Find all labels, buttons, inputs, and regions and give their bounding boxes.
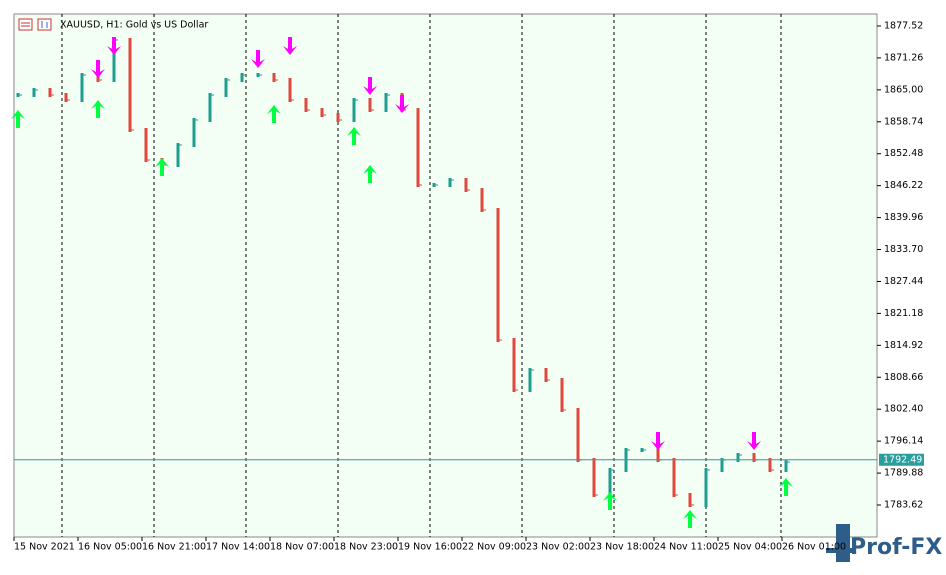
price-bar <box>352 98 356 123</box>
price-bar <box>64 93 68 103</box>
buy-arrow <box>347 126 361 145</box>
y-tick-label: 1846.22 <box>884 180 923 191</box>
sell-arrow <box>395 95 409 114</box>
price-bar <box>336 113 340 123</box>
price-bar <box>80 73 84 103</box>
watermark: Prof-FX <box>850 535 942 560</box>
price-bar <box>48 88 52 98</box>
y-tick-label: 1839.96 <box>884 212 923 223</box>
y-tick-label: 1808.66 <box>884 372 923 383</box>
price-bar <box>736 453 740 463</box>
price-bar <box>384 93 388 113</box>
y-tick-label: 1871.26 <box>884 52 923 63</box>
y-tick-label: 1783.62 <box>884 500 923 511</box>
price-bar <box>608 468 612 498</box>
x-tick-label: 26 Nov 01:00 <box>782 542 846 553</box>
price-bar <box>448 177 452 187</box>
x-tick-label: 25 Nov 04:00 <box>718 542 782 553</box>
x-tick-label: 24 Nov 11:00 <box>654 542 718 553</box>
price-bar <box>32 88 36 98</box>
price-bar <box>464 177 468 192</box>
x-tick-label: 22 Nov 09:00 <box>462 542 526 553</box>
sell-arrow <box>363 77 377 96</box>
price-bar <box>224 78 228 98</box>
y-tick-label: 1802.40 <box>884 404 923 415</box>
y-tick-label: 1814.92 <box>884 340 923 351</box>
price-bar <box>112 37 116 83</box>
buy-arrow <box>683 510 697 529</box>
price-bar <box>288 78 292 103</box>
price-bar <box>368 98 372 113</box>
price-bar <box>176 143 180 167</box>
price-bar <box>416 108 420 187</box>
buy-arrow <box>267 105 281 124</box>
price-bar <box>704 468 708 508</box>
price-bar <box>768 458 772 473</box>
sell-arrow <box>91 59 105 78</box>
price-bar <box>720 458 724 473</box>
price-bar <box>192 118 196 148</box>
price-bar <box>784 459 788 473</box>
y-tick-label: 1877.52 <box>884 20 923 31</box>
price-bar <box>576 408 580 463</box>
price-bar <box>240 73 244 83</box>
price-bar <box>128 37 132 133</box>
price-bar <box>480 187 484 212</box>
buy-arrow <box>363 164 377 183</box>
logo <box>826 524 856 562</box>
x-tick-label: 23 Nov 18:00 <box>590 542 654 553</box>
buy-arrow <box>11 110 25 129</box>
price-bar <box>272 73 276 83</box>
sell-arrow <box>651 432 665 451</box>
price-bar <box>560 378 564 413</box>
price-bar <box>656 448 660 463</box>
x-tick-label: 17 Nov 14:00 <box>206 542 270 553</box>
buy-arrow <box>779 478 793 497</box>
x-tick-label: 18 Nov 07:00 <box>270 542 334 553</box>
current-price-box <box>879 453 924 466</box>
price-bar <box>592 458 596 498</box>
x-tick-label: 16 Nov 21:00 <box>142 542 206 553</box>
price-bar <box>512 338 516 393</box>
y-tick-label: 1858.74 <box>884 116 923 127</box>
buy-arrow <box>155 158 169 177</box>
sell-arrow <box>107 37 121 56</box>
y-tick-label: 1789.88 <box>884 468 923 479</box>
price-bar <box>544 368 548 383</box>
sell-arrow <box>747 432 761 451</box>
x-tick-label: 15 Nov 2021 <box>14 542 75 553</box>
x-tick-label: 23 Nov 02:00 <box>526 542 590 553</box>
y-tick-label: 1833.70 <box>884 244 923 255</box>
chart-title: XAUUSD, H1: Gold vs US Dollar <box>60 20 208 31</box>
y-tick-label: 1821.18 <box>884 308 923 319</box>
x-tick-label: 18 Nov 23:00 <box>334 542 398 553</box>
x-tick-label: 16 Nov 05:00 <box>78 542 142 553</box>
price-bar <box>496 207 500 343</box>
buy-arrow <box>603 491 617 510</box>
price-bar <box>144 128 148 163</box>
price-bar <box>688 493 692 508</box>
price-bar <box>752 453 756 463</box>
price-bar <box>320 108 324 118</box>
x-tick-label: 19 Nov 16:00 <box>398 542 462 553</box>
y-tick-label: 1796.14 <box>884 436 923 447</box>
y-tick-label: 1852.48 <box>884 148 923 159</box>
buy-arrow <box>91 100 105 119</box>
title-icons <box>18 18 52 31</box>
sell-arrow <box>283 37 297 56</box>
price-bar <box>672 458 676 498</box>
current-price-label: 1792.49 <box>883 454 922 465</box>
plot-area <box>13 13 878 538</box>
price-bar <box>528 368 532 393</box>
sell-arrow <box>251 49 265 68</box>
y-tick-label: 1865.00 <box>884 84 923 95</box>
price-bar <box>304 98 308 113</box>
price-bar <box>208 93 212 123</box>
y-tick-label: 1827.44 <box>884 276 923 287</box>
